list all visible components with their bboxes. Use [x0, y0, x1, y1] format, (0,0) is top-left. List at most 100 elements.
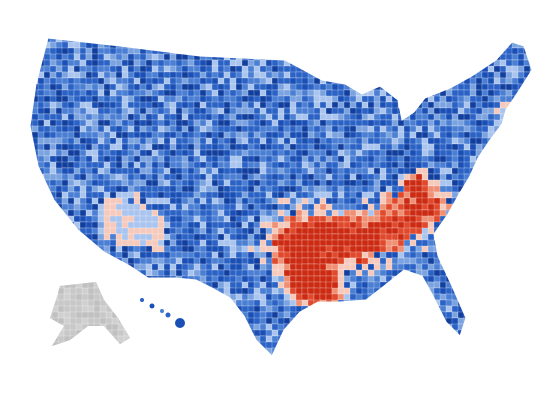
county: [343, 95, 351, 103]
county: [157, 137, 165, 145]
county: [313, 143, 321, 151]
county: [217, 185, 225, 193]
county: [331, 197, 339, 205]
county: [295, 269, 303, 277]
county: [145, 251, 153, 259]
county: [259, 197, 267, 205]
county: [265, 113, 273, 121]
county: [235, 131, 243, 139]
county: [223, 215, 231, 223]
county: [145, 197, 153, 205]
county: [433, 95, 441, 103]
county: [343, 149, 351, 157]
county: [463, 143, 471, 151]
county: [367, 161, 375, 169]
county: [271, 317, 279, 325]
county: [283, 227, 291, 235]
county: [211, 191, 219, 199]
county: [313, 95, 321, 103]
county: [55, 119, 63, 127]
county: [271, 311, 279, 319]
county: [127, 101, 135, 109]
county: [415, 215, 423, 223]
county: [301, 185, 309, 193]
county: [343, 137, 351, 145]
county: [73, 65, 81, 73]
county: [253, 83, 261, 91]
county: [79, 53, 87, 61]
county: [259, 311, 267, 319]
county: [451, 311, 459, 319]
county: [409, 245, 417, 253]
county: [199, 173, 207, 181]
county: [205, 143, 213, 151]
county: [55, 143, 63, 151]
county: [49, 167, 57, 175]
county: [199, 227, 207, 235]
county: [295, 263, 303, 271]
county: [337, 119, 345, 127]
county: [139, 89, 147, 97]
county: [283, 317, 291, 325]
county: [181, 173, 189, 181]
county: [133, 167, 141, 175]
county: [403, 233, 411, 241]
county: [367, 137, 375, 145]
county: [409, 119, 417, 127]
county: [109, 173, 117, 181]
county: [421, 203, 429, 211]
county: [121, 59, 129, 67]
county: [49, 143, 57, 151]
county: [217, 173, 225, 181]
county: [529, 65, 532, 73]
county: [169, 227, 177, 235]
county: [253, 167, 261, 175]
county: [427, 161, 435, 169]
county: [391, 245, 399, 253]
county: [337, 293, 345, 301]
county: [181, 167, 189, 175]
county: [265, 251, 273, 259]
county: [295, 239, 303, 247]
county: [367, 287, 375, 295]
county: [229, 167, 237, 175]
county: [289, 251, 297, 259]
county: [181, 95, 189, 103]
county: [253, 221, 261, 229]
county: [181, 179, 189, 187]
county: [487, 83, 495, 91]
county: [391, 251, 399, 259]
county: [379, 143, 387, 151]
county: [409, 209, 417, 217]
county: [121, 179, 129, 187]
county: [499, 83, 507, 91]
county: [187, 191, 195, 199]
county: [301, 233, 309, 241]
county: [253, 143, 261, 151]
county: [481, 83, 489, 91]
county: [331, 221, 339, 229]
county: [205, 119, 213, 127]
county: [217, 161, 225, 169]
county: [151, 209, 159, 217]
county: [349, 119, 357, 127]
county: [109, 155, 117, 163]
county: [391, 197, 399, 205]
county: [79, 47, 87, 55]
county: [361, 113, 369, 121]
county: [445, 179, 453, 187]
county: [319, 209, 327, 217]
county: [127, 143, 135, 151]
county: [463, 131, 471, 139]
county: [499, 77, 507, 85]
county: [127, 245, 135, 253]
county: [91, 233, 99, 241]
county: [349, 215, 357, 223]
county: [415, 245, 423, 253]
county: [355, 239, 363, 247]
county: [163, 101, 171, 109]
county: [265, 143, 273, 151]
